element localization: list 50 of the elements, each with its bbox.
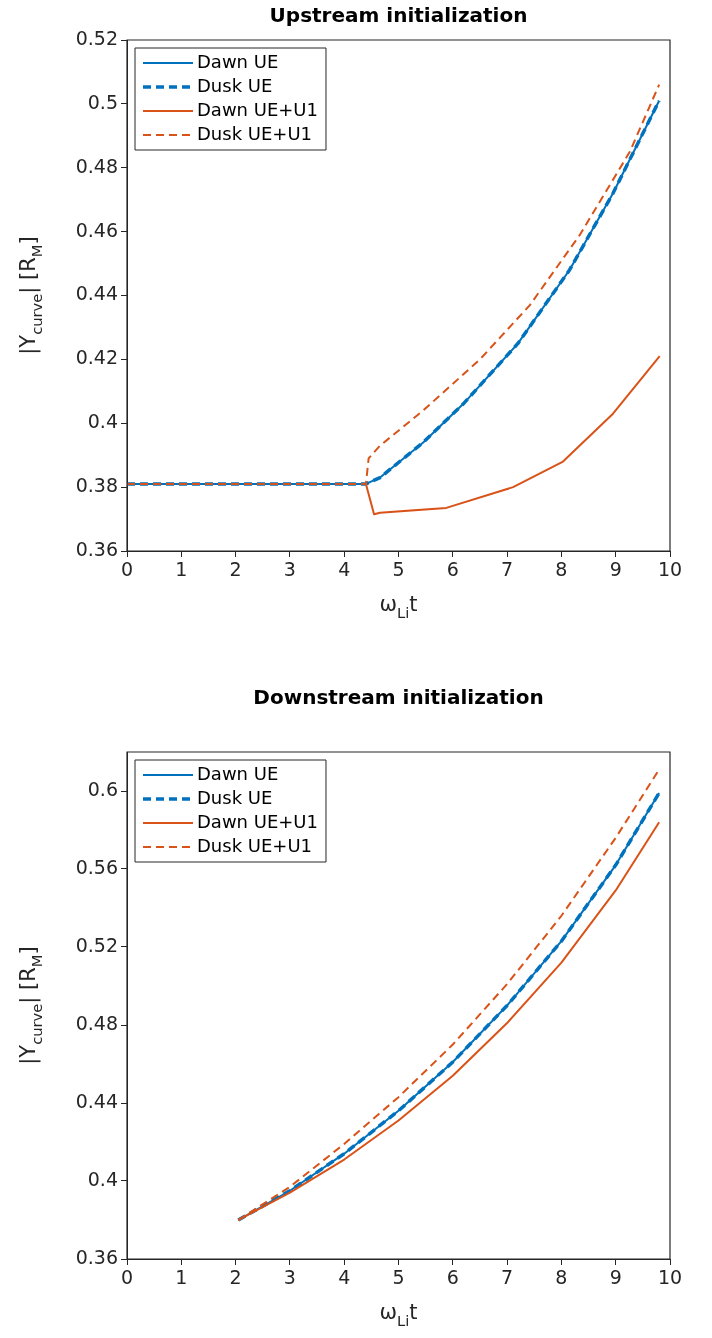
- x-tick-label: 1: [175, 1266, 188, 1289]
- x-tick-label: 0: [120, 558, 134, 581]
- y-tick-label: 0.36: [75, 1245, 118, 1268]
- y-tick-label: 0.38: [75, 474, 118, 497]
- x-tick-label: 3: [283, 558, 296, 581]
- x-tick-label: 10: [657, 1266, 683, 1289]
- x-tick-label: 5: [392, 1266, 405, 1289]
- y-tick-label: 0.36: [75, 537, 118, 560]
- y-tick-label: 0.52: [75, 26, 118, 49]
- y-tick-label: 0.6: [87, 777, 118, 800]
- legend-label: Dawn UE: [197, 50, 279, 72]
- x-tick-label: 9: [609, 1266, 622, 1289]
- x-tick-label: 1: [175, 558, 188, 581]
- legend-label: Dusk UE+U1: [197, 834, 313, 856]
- x-tick-label: 2: [229, 558, 242, 581]
- y-tick-label: 0.42: [75, 346, 118, 369]
- y-tick-label: 0.46: [75, 218, 118, 241]
- x-tick-label: 6: [446, 558, 459, 581]
- x-tick-label: 0: [120, 1266, 134, 1289]
- legend-label: Dusk UE: [197, 74, 273, 96]
- legend-label: Dawn UE+U1: [197, 810, 318, 832]
- x-tick-label: 9: [609, 558, 622, 581]
- x-tick-label: 7: [501, 1266, 514, 1289]
- x-tick-label: 10: [657, 558, 683, 581]
- x-tick-label: 4: [338, 1266, 351, 1289]
- y-tick-label: 0.4: [87, 410, 118, 433]
- x-tick-label: 2: [229, 1266, 242, 1289]
- y-tick-label: 0.5: [87, 90, 118, 113]
- y-axis-title: |Ycurve| [RM]: [16, 946, 46, 1065]
- y-tick-label: 0.48: [75, 154, 118, 177]
- x-tick-label: 3: [283, 1266, 296, 1289]
- y-tick-label: 0.56: [75, 855, 118, 878]
- chart-title: Upstream initialization: [269, 3, 528, 28]
- y-tick-label: 0.44: [75, 282, 118, 305]
- x-tick-label: 4: [338, 558, 351, 581]
- legend-label: Dawn UE: [197, 762, 279, 784]
- x-tick-label: 8: [555, 1266, 568, 1289]
- x-tick-label: 6: [446, 1266, 459, 1289]
- y-tick-label: 0.44: [75, 1089, 118, 1112]
- y-tick-label: 0.4: [87, 1167, 118, 1190]
- y-tick-label: 0.52: [75, 933, 118, 956]
- legend-label: Dusk UE+U1: [197, 122, 313, 144]
- chart-title: Downstream initialization: [253, 685, 544, 710]
- x-tick-label: 7: [501, 558, 514, 581]
- legend-label: Dawn UE+U1: [197, 98, 318, 120]
- x-tick-label: 5: [392, 558, 405, 581]
- x-tick-label: 8: [555, 558, 568, 581]
- legend-label: Dusk UE: [197, 786, 273, 808]
- y-axis-title: |Ycurve| [RM]: [16, 236, 46, 355]
- y-tick-label: 0.48: [75, 1011, 118, 1034]
